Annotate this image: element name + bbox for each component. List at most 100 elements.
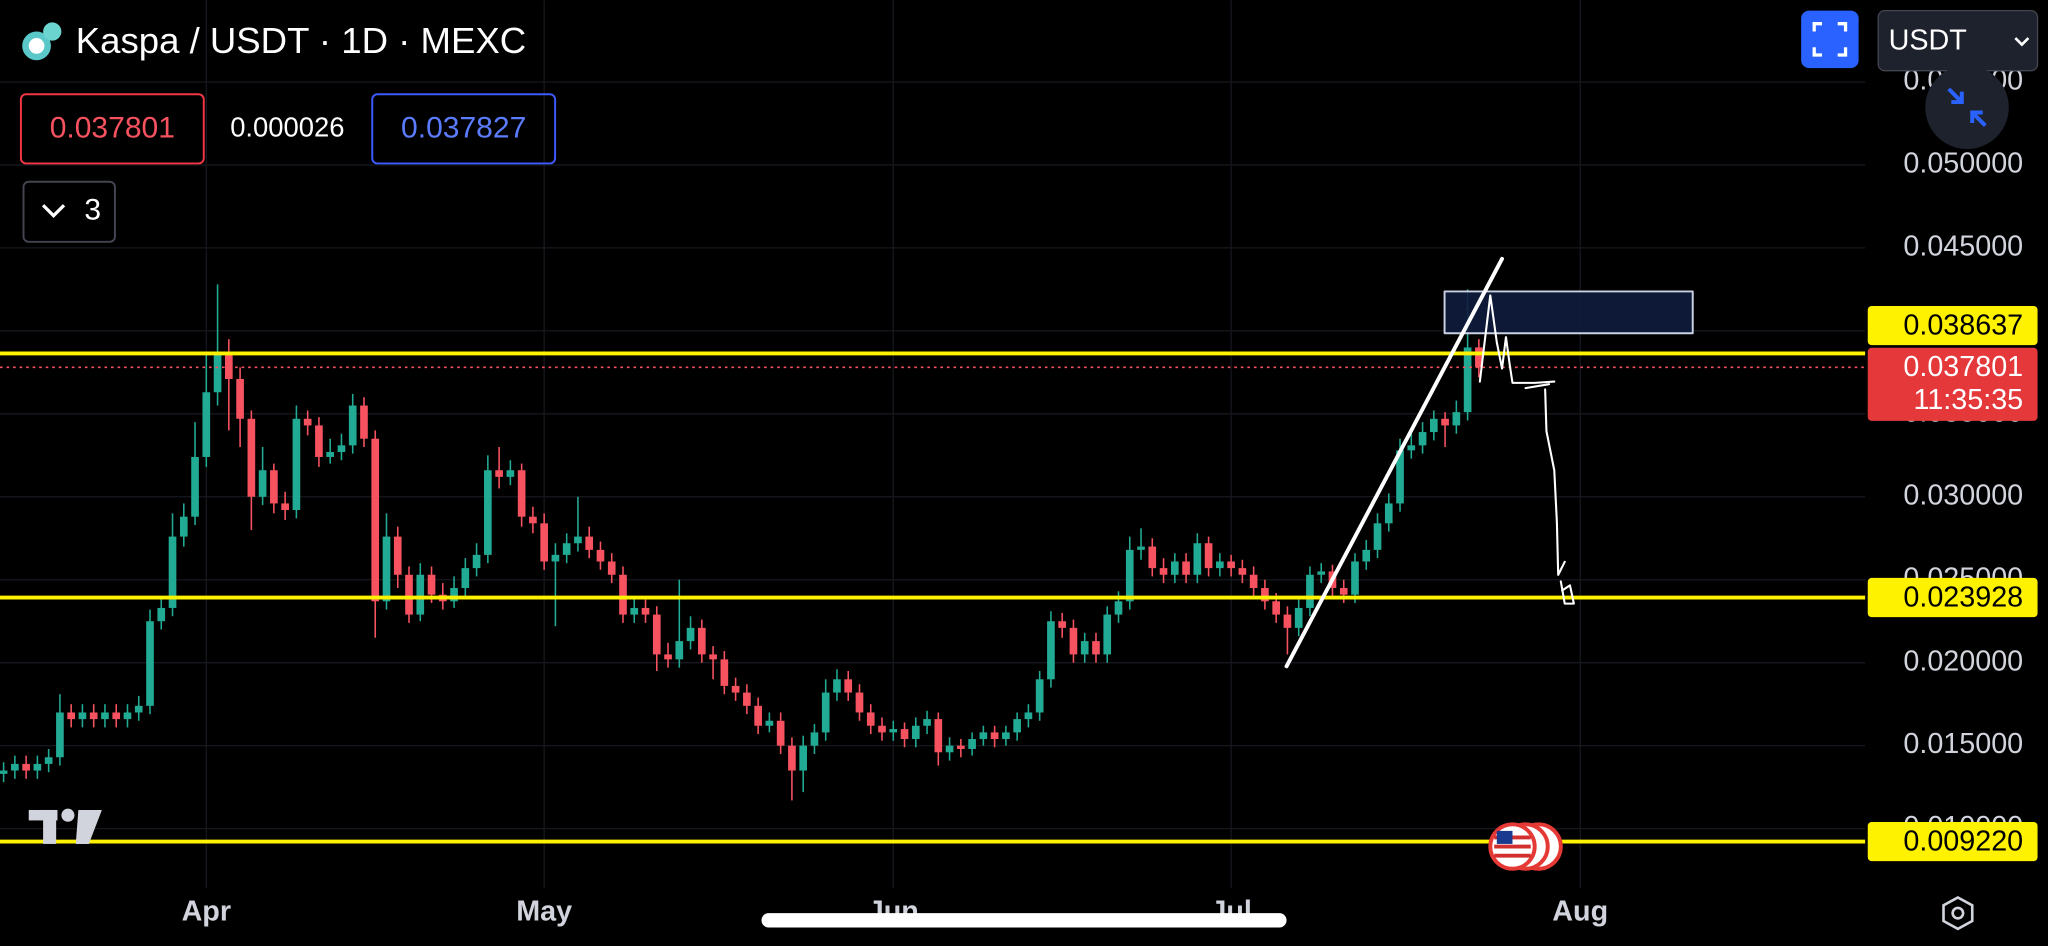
candle-body [382, 536, 391, 602]
collapse-icon [1947, 87, 1987, 127]
candle-body [134, 705, 143, 713]
candle-body [1351, 561, 1359, 595]
candle-body [112, 712, 121, 720]
candle-body [393, 536, 402, 575]
candle-body [416, 574, 425, 615]
candle-body [1069, 627, 1078, 655]
candle-body [517, 470, 526, 517]
candle-body [619, 574, 627, 615]
candle-body [472, 554, 481, 569]
candle-body [461, 568, 470, 589]
candle-body [900, 729, 909, 740]
candle-body [844, 679, 853, 693]
collapse-button[interactable] [1925, 65, 2009, 150]
candle-body [821, 692, 830, 733]
y-tick-label: 0.020000 [1903, 645, 2023, 677]
candle-body [574, 536, 582, 544]
candle-body [1013, 719, 1021, 733]
candle-body [720, 659, 729, 686]
x-tick-label: Aug [1552, 896, 1608, 928]
candle-body [652, 614, 661, 655]
fullscreen-button[interactable] [1801, 10, 1859, 69]
chart-title: Kaspa / USDT · 1D · MEXC [76, 20, 526, 61]
candle-body [1047, 621, 1055, 680]
candle-body [67, 712, 76, 720]
candle-body [1227, 561, 1235, 569]
buy-button[interactable] [371, 93, 557, 165]
candle-body [1216, 561, 1224, 569]
candle-body [945, 745, 954, 753]
logo-part [61, 808, 75, 822]
candle-body [1452, 412, 1461, 426]
candle-body [236, 378, 244, 419]
frame-icon [1812, 22, 1848, 57]
y-tick-label: 0.045000 [1903, 230, 2023, 262]
y-tick-label: 0.050000 [1903, 148, 2023, 180]
sell-button[interactable] [19, 93, 205, 165]
candle-body [1384, 503, 1393, 524]
candle-body [1125, 549, 1134, 602]
candle-body [258, 470, 267, 497]
candle-body [697, 627, 706, 655]
candle-body [146, 621, 154, 706]
candle-body [968, 739, 976, 749]
candle-body [450, 588, 458, 602]
candle-body [1193, 543, 1202, 575]
settings-icon[interactable] [1942, 896, 1974, 931]
candle-body [1170, 561, 1179, 575]
candle-body [1418, 432, 1427, 446]
price-line-label-box [1867, 821, 2038, 862]
candle-body [878, 725, 886, 733]
candle-body [168, 536, 177, 608]
candle-body [551, 554, 560, 562]
candle-body [247, 418, 256, 497]
logo-part [43, 809, 57, 844]
candle-body [957, 745, 965, 749]
candle-body [529, 516, 537, 524]
candle-body [1475, 347, 1483, 368]
price-line-label: 0.038637 [1903, 309, 2023, 341]
y-tick-label: 0.030000 [1903, 479, 2023, 511]
tv-logo [28, 808, 102, 844]
candle-body [157, 607, 166, 622]
candle-body [1103, 614, 1112, 655]
candle-body [1238, 568, 1247, 575]
last-price-label: 0.037801 [1903, 351, 2023, 383]
currency-label[interactable]: USDT [1889, 25, 1967, 57]
price-line-label: 0.009220 [1903, 825, 2023, 857]
candle-body [191, 456, 199, 517]
chevron-icon [41, 204, 66, 219]
candle-body [709, 654, 717, 660]
sell-price[interactable]: 0.037801 [50, 111, 175, 144]
candle-body [810, 732, 819, 746]
indicators-toggle[interactable] [22, 180, 116, 243]
candle-body [1249, 574, 1258, 589]
candle-body [1306, 574, 1314, 608]
flag-canton [1496, 830, 1513, 844]
candle-body [889, 729, 898, 733]
candle-body [923, 719, 931, 726]
buy-price[interactable]: 0.037827 [401, 111, 526, 144]
indicators-count[interactable]: 3 [84, 194, 101, 227]
candle-body [540, 523, 548, 562]
candle-body [1002, 732, 1010, 740]
candle-body [686, 627, 695, 642]
candle-body [630, 607, 639, 615]
candle-body [44, 757, 53, 764]
candle-body [0, 770, 8, 774]
symbol-header: Kaspa / USDT · 1D · MEXC [22, 20, 526, 61]
candle-body [765, 720, 774, 726]
symbol-icon [28, 38, 45, 54]
candle-body [123, 712, 132, 720]
candle-body [348, 405, 357, 446]
candle-body [225, 352, 233, 379]
candle-body [1317, 571, 1326, 575]
candle-body [337, 445, 346, 452]
candle-body [1148, 546, 1157, 569]
drawings [1284, 256, 1694, 669]
event-markers[interactable] [1488, 822, 1563, 871]
candle-body [1092, 641, 1100, 655]
candle-body [360, 405, 368, 439]
candle-body [607, 561, 616, 575]
